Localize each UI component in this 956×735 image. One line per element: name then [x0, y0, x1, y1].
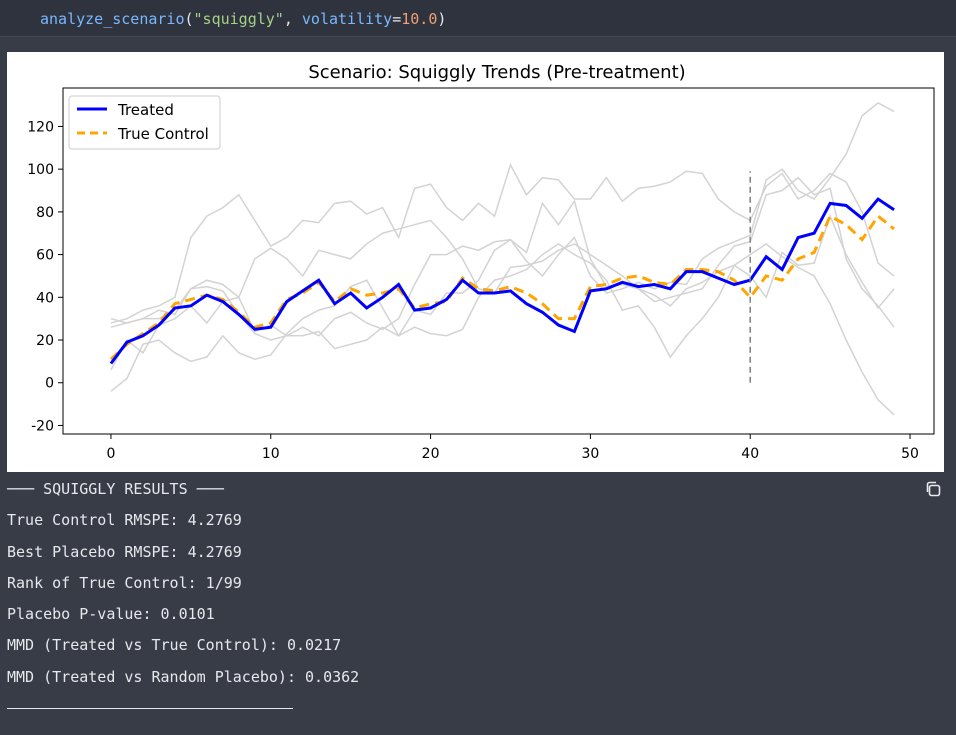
placebo-lines [110, 102, 895, 416]
copy-icon [926, 481, 941, 497]
y-tick-label: 80 [36, 205, 54, 221]
result-best-placebo-rmspe: Best Placebo RMSPE: 4.2769 [7, 542, 242, 561]
y-tick-label: -20 [31, 418, 54, 434]
code-number-arg: 10.0 [401, 10, 438, 28]
code-comma: , [283, 10, 302, 28]
result-mmd-true-control: MMD (Treated vs True Control): 0.0217 [7, 636, 342, 655]
x-tick-label: 0 [106, 446, 115, 462]
plot-frame [62, 87, 935, 435]
y-tick-label: 120 [27, 119, 54, 135]
code-string-arg: "squiggly" [193, 10, 284, 28]
result-p-value: Placebo P-value: 0.0101 [7, 605, 215, 624]
y-tick-label: 100 [27, 162, 54, 178]
x-tick-label: 10 [262, 446, 280, 462]
code-function-name: analyze_scenario [40, 10, 185, 28]
placebo-line-5 [110, 162, 895, 324]
cell-output: ─── SQUIGGLY RESULTS ─── True Control RM… [7, 478, 947, 697]
copy-output-button[interactable] [924, 480, 942, 498]
true-control-line [109, 213, 895, 361]
main-series-lines [109, 197, 895, 365]
result-true-control-rmspe: True Control RMSPE: 4.2769 [7, 511, 242, 530]
chart-title: Scenario: Squiggly Trends (Pre-treatment… [308, 62, 685, 83]
code-equals: = [392, 10, 402, 28]
code-close-paren: ) [437, 10, 447, 28]
legend-label-true-control: True Control [117, 125, 209, 143]
y-tick-label: 20 [36, 333, 54, 349]
chart-legend: Treated True Control [68, 95, 221, 150]
placebo-line-1 [110, 199, 895, 392]
placebo-line-2 [110, 176, 895, 371]
code-keyword-arg: volatility [301, 10, 393, 28]
axes: 0 10 20 30 40 50 -20 0 20 40 60 80 100 120 [27, 87, 935, 462]
x-tick-label: 50 [901, 446, 919, 462]
result-rank: Rank of True Control: 1/99 [7, 573, 242, 592]
x-tick-label: 30 [581, 446, 599, 462]
results-header: ─── SQUIGGLY RESULTS ─── [7, 480, 224, 498]
result-mmd-random-placebo: MMD (Treated vs Random Placebo): 0.0362 [7, 667, 360, 686]
results-footer-rule [7, 708, 293, 709]
code-line[interactable]: analyze_scenario("squiggly", volatility=… [40, 9, 446, 29]
line-chart: Scenario: Squiggly Trends (Pre-treatment… [27, 62, 935, 462]
treated-line [109, 197, 895, 365]
placebo-line-4 [110, 242, 895, 416]
y-tick-label: 0 [45, 376, 54, 392]
y-tick-label: 40 [36, 290, 54, 306]
x-tick-label: 40 [741, 446, 759, 462]
chart-figure: Scenario: Squiggly Trends (Pre-treatment… [7, 52, 944, 472]
code-cell[interactable]: analyze_scenario("squiggly", volatility=… [0, 0, 956, 37]
legend-label-treated: Treated [117, 101, 174, 119]
x-tick-label: 20 [422, 446, 440, 462]
code-open-paren: ( [184, 10, 194, 28]
y-tick-label: 60 [36, 248, 54, 264]
